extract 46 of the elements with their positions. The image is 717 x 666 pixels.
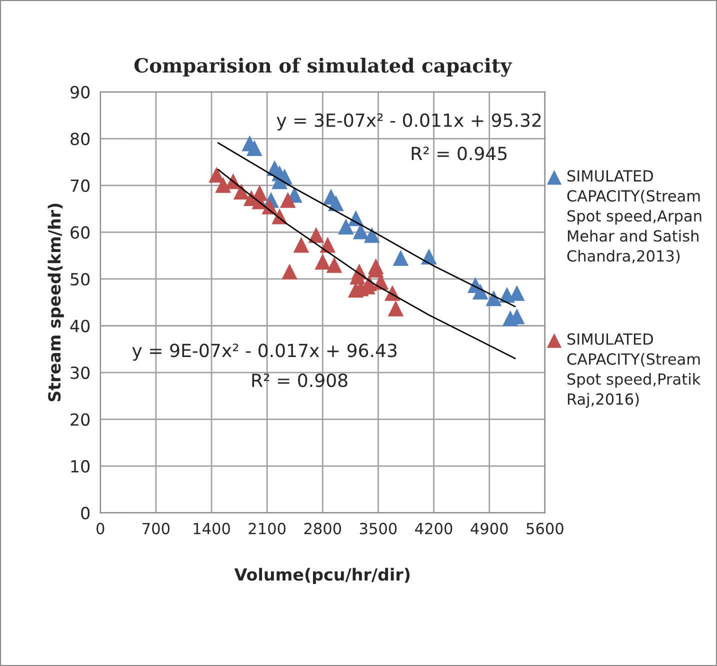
chart-title: Comparision of simulated capacity xyxy=(134,58,512,77)
y-tick-label: 70 xyxy=(70,179,90,192)
point xyxy=(314,254,331,270)
x-tick-label: 5600 xyxy=(526,522,564,534)
point xyxy=(388,300,404,316)
point xyxy=(338,218,354,235)
x-axis-title: Volume(pcu/hr/dir) xyxy=(234,568,410,584)
point xyxy=(328,195,344,212)
point xyxy=(280,192,296,208)
annotation: y = 3E-07x² - 0.011x + 95.32 xyxy=(276,113,541,131)
point xyxy=(320,236,336,253)
x-tick-label: 2800 xyxy=(304,522,342,534)
point xyxy=(392,250,409,266)
y-tick-label: 60 xyxy=(70,226,90,239)
x-tick-label: 700 xyxy=(142,522,170,534)
x-tick-label: 1400 xyxy=(194,522,230,534)
point xyxy=(215,177,232,193)
legend-label: SIMULATED CAPACITY(Stream Spot speed,Pratik Raj,2016) xyxy=(567,333,701,408)
point xyxy=(421,248,437,264)
annotation: R² = 0.945 xyxy=(412,146,507,160)
y-axis-title: Stream speed(km/hr) xyxy=(48,204,64,402)
annotation: y = 9E-07x² - 0.017x + 96.43 xyxy=(132,344,397,361)
point xyxy=(308,227,324,243)
y-tick-label: 30 xyxy=(70,366,90,380)
point xyxy=(326,257,342,273)
annotation: R² = 0.908 xyxy=(252,374,348,388)
line-series xyxy=(217,142,516,308)
point xyxy=(282,264,298,280)
point xyxy=(293,236,310,253)
point xyxy=(472,284,488,300)
y-tick-label: 50 xyxy=(70,272,90,286)
y-tick-label: 0 xyxy=(81,506,90,520)
y-tick-label: 10 xyxy=(71,460,90,473)
x-tick-label: 4200 xyxy=(415,522,452,534)
y-tick-label: 90 xyxy=(70,86,90,98)
x-tick-label: 4900 xyxy=(470,522,508,534)
y-tick-label: 40 xyxy=(70,320,90,332)
x-tick-label: 0 xyxy=(96,522,104,534)
point xyxy=(246,140,262,156)
legend-label: SIMULATED CAPACITY(Stream Spot speed,Arpan Mehar and Satish Chandra,2013) xyxy=(567,170,702,264)
x-tick-label: 3500 xyxy=(360,522,397,534)
y-tick-label: 20 xyxy=(70,413,90,426)
point xyxy=(486,290,502,306)
x-tick-label: 2100 xyxy=(248,522,286,534)
point xyxy=(364,227,380,243)
y-tick-label: 80 xyxy=(70,132,90,146)
